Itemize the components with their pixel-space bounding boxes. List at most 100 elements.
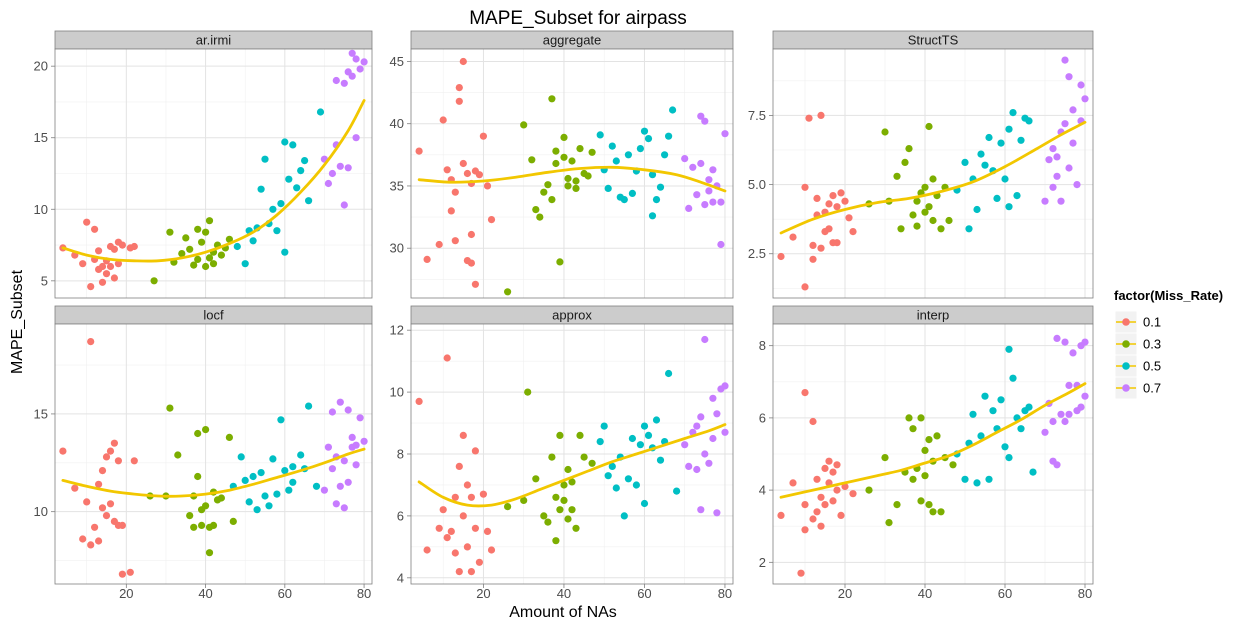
data-point	[548, 95, 556, 103]
data-point	[801, 183, 809, 191]
x-tick-label: 20	[838, 586, 852, 601]
data-point	[455, 97, 463, 105]
panel-interp: interp 2 4 6 8 20 40 60 80	[759, 305, 1094, 601]
data-point	[612, 157, 620, 165]
data-point	[801, 283, 809, 291]
data-point	[693, 422, 701, 430]
y-axis-title: MAPE_Subset	[9, 269, 26, 374]
data-point	[277, 416, 285, 424]
data-point	[301, 157, 309, 165]
data-point	[817, 522, 825, 530]
data-point	[194, 225, 202, 233]
data-point	[336, 162, 344, 170]
data-point	[443, 534, 451, 542]
data-point	[685, 462, 693, 470]
panel-StructTS: StructTS 2.5 5.0 7.5	[748, 30, 1094, 299]
data-point	[281, 138, 289, 146]
data-point	[612, 484, 620, 492]
data-point	[961, 475, 969, 483]
data-point	[205, 217, 214, 225]
data-point	[709, 394, 717, 402]
data-point	[483, 527, 492, 536]
data-point	[289, 478, 297, 486]
data-point	[289, 463, 297, 471]
y-tick-label: 45	[390, 54, 404, 69]
data-point	[281, 467, 289, 475]
data-point	[805, 114, 813, 122]
data-point	[981, 392, 989, 400]
data-point	[568, 157, 576, 165]
data-point	[202, 502, 210, 510]
data-point	[989, 407, 997, 415]
data-point	[564, 174, 572, 183]
data-point	[352, 441, 360, 449]
data-point	[809, 255, 817, 263]
facet-panels: ar.irmi 5 10 15 20 aggregate 30 35 40 45 StructTS 2…	[34, 30, 1094, 601]
data-point	[560, 496, 568, 504]
data-point	[87, 338, 95, 346]
data-point	[997, 139, 1005, 147]
data-point	[166, 404, 174, 412]
x-tick-label: 40	[918, 586, 932, 601]
data-point	[87, 283, 95, 291]
smooth-line	[779, 382, 1087, 499]
y-tick-label: 8	[397, 447, 404, 462]
data-point	[669, 106, 677, 114]
data-point	[721, 428, 729, 436]
data-point	[459, 57, 467, 66]
data-point	[202, 262, 210, 271]
data-point	[130, 457, 138, 465]
data-point	[340, 504, 348, 512]
data-point	[813, 475, 821, 483]
panel-border	[54, 323, 373, 585]
data-point	[893, 172, 901, 180]
data-point	[114, 260, 122, 268]
y-tick-label: 10	[34, 202, 48, 217]
data-point	[479, 132, 487, 140]
data-point	[241, 476, 249, 484]
y-tick-label: 5.0	[748, 177, 766, 192]
data-point	[981, 161, 989, 169]
data-point	[202, 426, 210, 434]
data-point	[150, 277, 158, 285]
data-point	[324, 179, 332, 188]
facet-strip-label: interp	[917, 308, 950, 323]
data-point	[83, 218, 91, 226]
data-point	[71, 484, 79, 492]
data-point	[681, 155, 689, 163]
data-point	[118, 521, 126, 530]
y-tick-label: 10	[390, 385, 404, 400]
data-point	[320, 486, 328, 494]
data-point	[701, 201, 709, 209]
data-point	[705, 187, 713, 195]
legend-key-point	[1122, 384, 1130, 392]
data-point	[697, 112, 705, 120]
panel-border	[54, 48, 373, 299]
data-point	[693, 465, 701, 474]
data-point	[656, 183, 665, 191]
data-point	[451, 237, 459, 245]
data-point	[893, 501, 901, 509]
y-tick-label: 15	[34, 406, 48, 421]
x-tick-label: 20	[119, 586, 133, 601]
data-point	[644, 135, 653, 143]
data-point	[471, 524, 479, 532]
data-point	[648, 212, 657, 220]
data-point	[1005, 203, 1013, 211]
data-point	[841, 197, 849, 205]
data-point	[79, 260, 87, 268]
data-point	[801, 389, 809, 397]
smooth-line	[779, 120, 1087, 235]
data-point	[166, 228, 174, 236]
data-point	[905, 414, 913, 422]
data-point	[257, 185, 265, 193]
data-point	[833, 486, 841, 494]
data-point	[540, 188, 548, 196]
data-point	[312, 482, 321, 490]
data-point	[813, 508, 821, 516]
data-point	[985, 475, 993, 483]
data-point	[801, 501, 809, 509]
data-point	[881, 128, 889, 136]
data-point	[564, 182, 572, 190]
data-point	[95, 247, 103, 255]
